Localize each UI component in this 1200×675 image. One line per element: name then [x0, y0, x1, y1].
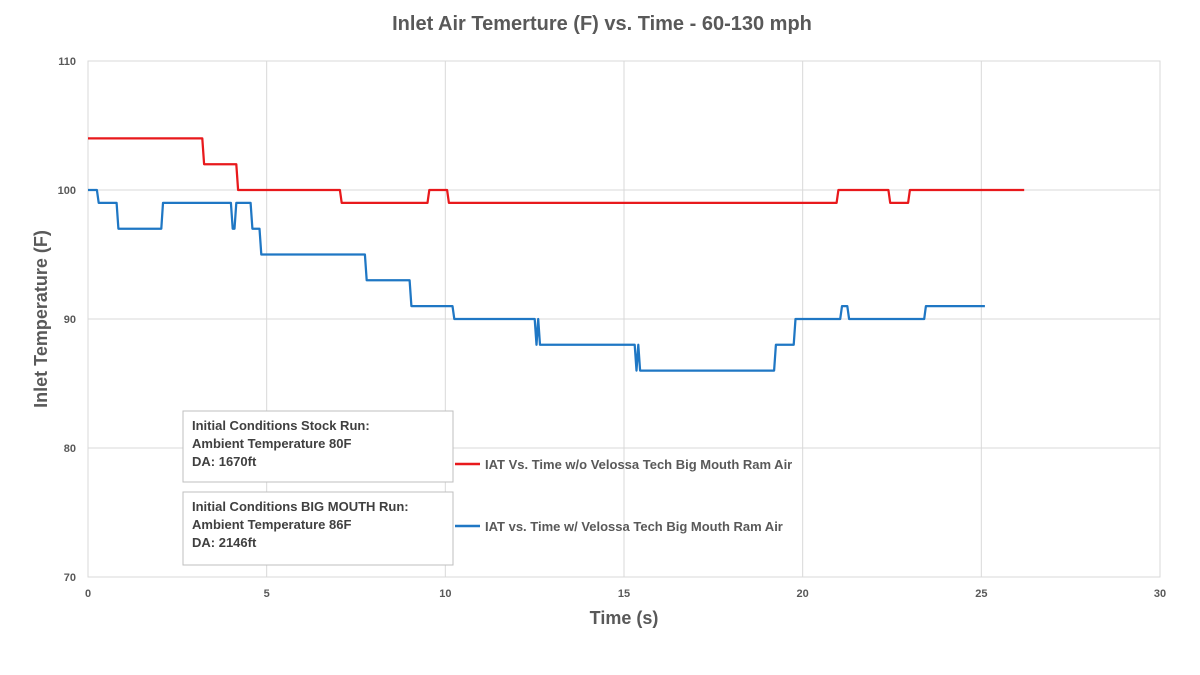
- x-tick-label: 5: [264, 588, 270, 600]
- series-lines: [88, 137, 1025, 372]
- x-tick-label: 10: [439, 588, 451, 600]
- y-tick-label: 90: [64, 314, 76, 326]
- series-line-big-mouth: [88, 188, 985, 372]
- y-tick-label: 110: [58, 56, 76, 68]
- plot-area-border: [87, 60, 1161, 578]
- x-tick-label: 0: [85, 588, 91, 600]
- big-mouth-conditions-frame: [182, 491, 454, 566]
- x-tick-label: 20: [797, 588, 809, 600]
- stock-conditions-line-1: Initial Conditions Stock Run:: [192, 418, 370, 433]
- x-tick-label: 30: [1154, 588, 1166, 600]
- stock-conditions-frame: [182, 410, 454, 483]
- legend: IAT Vs. Time w/o Velossa Tech Big Mouth …: [455, 457, 792, 534]
- legend-label-stock: IAT Vs. Time w/o Velossa Tech Big Mouth …: [485, 457, 792, 472]
- y-tick-label: 100: [58, 185, 76, 197]
- x-axis-ticks: 0 5 10 15 20 25 30: [85, 588, 1166, 600]
- stock-conditions-box: Initial Conditions Stock Run: Ambient Te…: [182, 410, 454, 483]
- legend-label-big-mouth: IAT vs. Time w/ Velossa Tech Big Mouth R…: [485, 519, 783, 534]
- stock-conditions-line-3: DA: 1670ft: [192, 454, 257, 469]
- big-mouth-conditions-box: Initial Conditions BIG MOUTH Run: Ambien…: [182, 491, 454, 566]
- x-axis-title: Time (s): [590, 608, 659, 628]
- y-axis-title: Inlet Temperature (F): [31, 230, 51, 408]
- y-tick-label: 70: [64, 572, 76, 584]
- big-mouth-conditions-line-3: DA: 2146ft: [192, 535, 257, 550]
- y-axis-ticks: 70 80 90 100 110: [58, 56, 76, 584]
- chart-title: Inlet Air Temerture (F) vs. Time - 60-13…: [392, 13, 812, 35]
- x-tick-label: 25: [975, 588, 987, 600]
- big-mouth-conditions-line-2: Ambient Temperature 86F: [192, 517, 351, 532]
- x-tick-label: 15: [618, 588, 630, 600]
- series-line-stock: [88, 137, 1025, 205]
- stock-conditions-line-2: Ambient Temperature 80F: [192, 436, 351, 451]
- y-tick-label: 80: [64, 443, 76, 455]
- big-mouth-conditions-line-1: Initial Conditions BIG MOUTH Run:: [192, 499, 409, 514]
